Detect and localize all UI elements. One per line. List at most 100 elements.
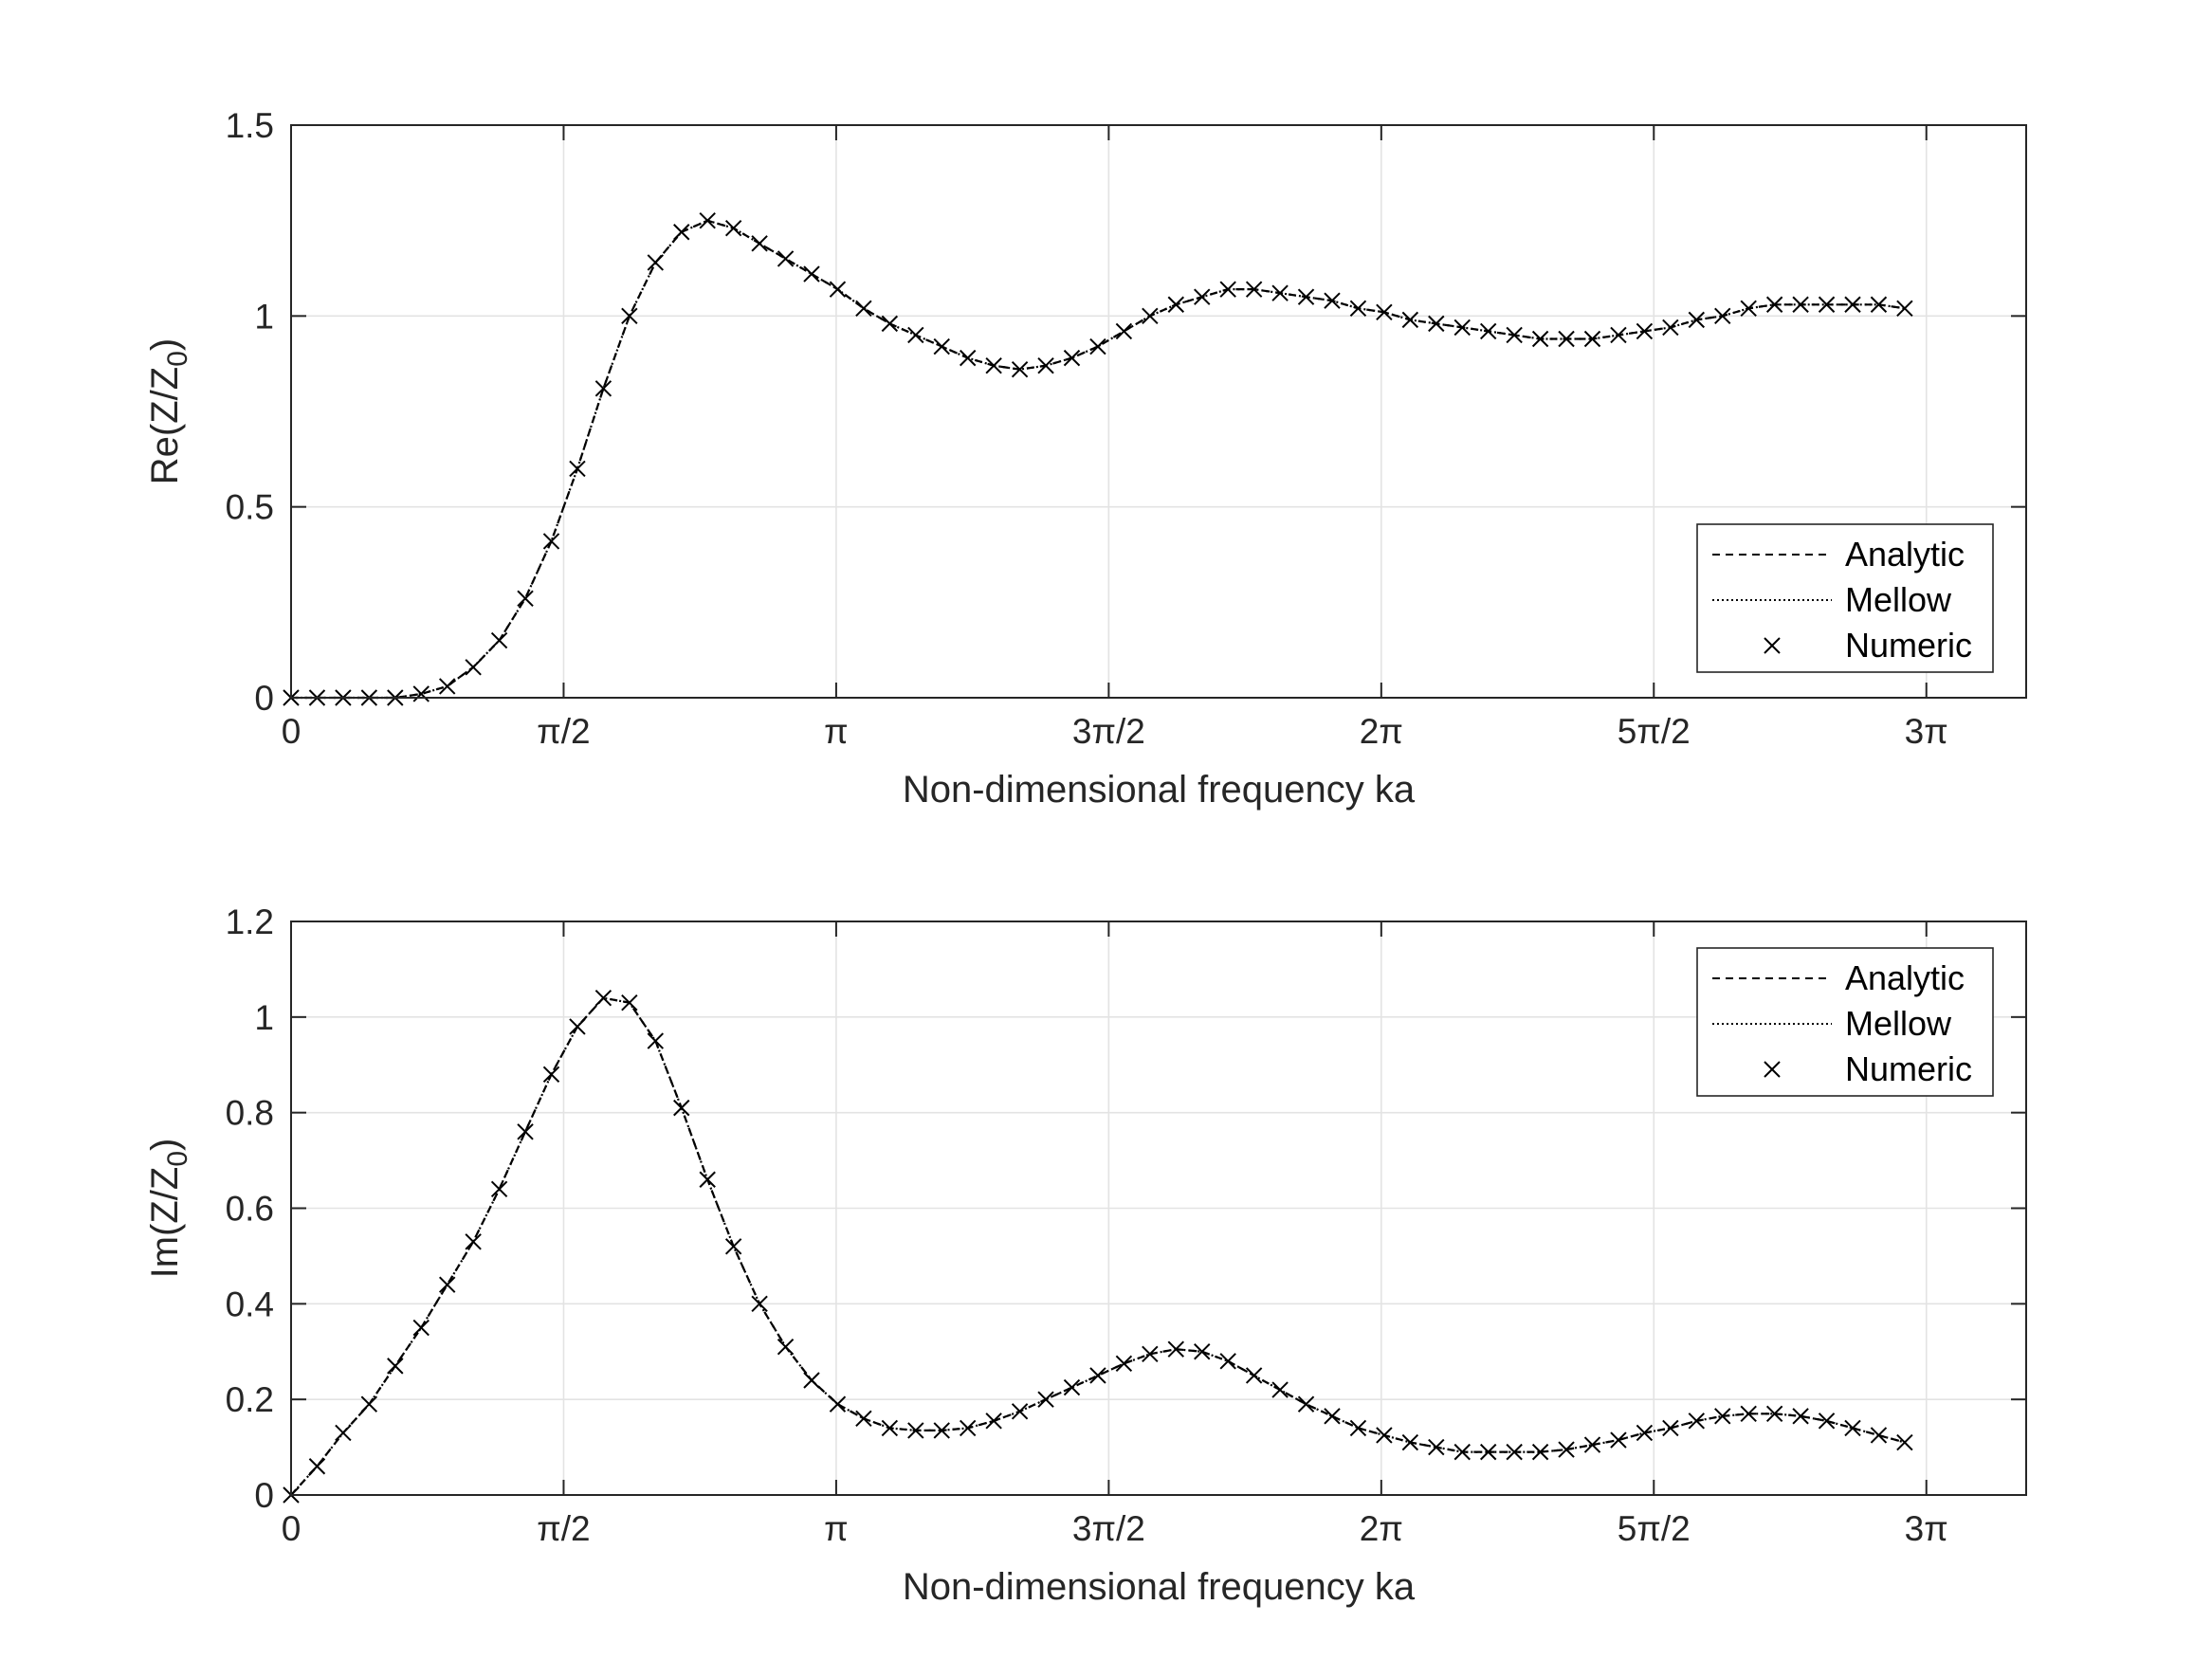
numeric-marker [1194,1343,1211,1360]
numeric-marker [699,211,716,229]
numeric-marker [751,1295,768,1313]
numeric-marker [647,1032,665,1049]
x-tick-label: 3π/2 [1072,1509,1145,1548]
numeric-marker [387,1358,404,1375]
numeric-marker [490,631,508,649]
series-numeric-markers [283,989,1913,1504]
numeric-marker [724,1238,742,1255]
numeric-marker [1376,303,1393,321]
y-tick-label: 0.6 [226,1190,274,1229]
numeric-marker [1844,296,1861,313]
numeric-marker [1011,1403,1029,1420]
numeric-marker [1324,1408,1341,1425]
numeric-marker [1740,300,1757,317]
numeric-marker [1662,319,1679,337]
numeric-marker [803,1372,820,1389]
numeric-marker [308,1458,326,1475]
numeric-marker [1089,1367,1106,1384]
numeric-marker [1349,1419,1367,1437]
numeric-marker [1818,296,1836,313]
numeric-marker [1401,311,1419,329]
numeric-marker [1271,1381,1289,1398]
numeric-marker [829,1395,847,1413]
numeric-marker [881,1419,899,1437]
numeric-marker [1662,1419,1679,1437]
numeric-marker [1037,356,1054,374]
numeric-marker [569,1018,586,1035]
numeric-marker [1453,1443,1471,1461]
numeric-marker [1142,1345,1159,1362]
numeric-marker [933,1422,950,1439]
y-axis-label-close: ) [144,338,186,351]
y-tick-label: 1 [254,998,274,1037]
numeric-marker [1506,326,1523,344]
numeric-marker [1610,1431,1627,1449]
x-tick-label: 5π/2 [1618,1509,1691,1548]
legend-box [1696,947,1994,1097]
numeric-marker [1453,319,1471,337]
numeric-marker [829,281,847,298]
numeric-marker [985,1413,1002,1430]
numeric-marker [1324,292,1341,309]
numeric-marker [855,300,872,317]
legend-label-mellow: Mellow [1845,580,1952,619]
numeric-marker [1792,1408,1809,1425]
x-tick-label: π [824,712,849,751]
numeric-marker [1531,330,1549,348]
numeric-marker [1142,307,1159,325]
y-tick-label: 1 [254,297,274,336]
y-axis-label-subscript: 0 [162,1151,193,1167]
y-tick-label: 0 [254,1476,274,1515]
numeric-marker [855,1410,872,1428]
numeric-marker [1583,1436,1601,1453]
axes-box [290,124,2027,699]
numeric-marker [1844,1419,1861,1437]
numeric-marker [1506,1443,1523,1461]
numeric-marker [699,1171,716,1188]
numeric-marker [1219,281,1236,298]
x-tick-label: π/2 [537,712,590,751]
numeric-marker [1376,1427,1393,1444]
y-tick-label: 1.2 [226,902,274,941]
numeric-marker [1740,1405,1757,1422]
x-tick-label: 3π/2 [1072,712,1145,751]
y-axis-label-close: ) [144,1139,186,1151]
legend-box [1696,523,1994,673]
numeric-marker [621,994,638,1012]
numeric-marker [1558,1441,1575,1458]
numeric-marker [1531,1443,1549,1461]
numeric-marker [594,380,612,397]
numeric-marker [803,265,820,283]
numeric-marker [724,220,742,237]
y-axis-label: Im(Z/Z0) [144,1139,193,1279]
numeric-marker [959,349,977,367]
numeric-marker [1896,300,1913,317]
numeric-marker [1479,1443,1497,1461]
numeric-marker [1167,296,1185,313]
y-tick-label: 0.5 [226,488,274,527]
y-tick-label: 0.2 [226,1380,274,1419]
numeric-marker [1870,1427,1888,1444]
numeric-marker [335,1424,352,1442]
numeric-marker [1714,307,1731,325]
y-tick-label: 0.4 [226,1285,274,1323]
x-tick-label: π/2 [537,1509,590,1548]
numeric-marker [621,307,638,325]
x-tick-label: 3π [1905,712,1948,751]
legend: Analytic Mellow Numeric [1696,523,1994,673]
numeric-marker [490,1180,508,1198]
x-tick-label: 0 [282,712,302,751]
legend-label-analytic: Analytic [1845,958,1965,997]
numeric-marker [1037,1391,1054,1408]
numeric-marker [412,1319,430,1337]
numeric-marker [673,1099,690,1117]
numeric-marker [1115,322,1133,340]
numeric-marker [517,1123,534,1140]
legend-label-mellow: Mellow [1845,1004,1952,1043]
ticks: 0 π/2 π 3π/2 2π 5π/2 3π 0 0.2 0.4 0.6 0.8 1 1.2 [226,902,2026,1548]
numeric-marker [569,460,586,478]
numeric-marker [1610,326,1627,344]
y-axis-label: Re(Z/Z0) [144,338,193,484]
x-tick-label: 3π [1905,1509,1948,1548]
